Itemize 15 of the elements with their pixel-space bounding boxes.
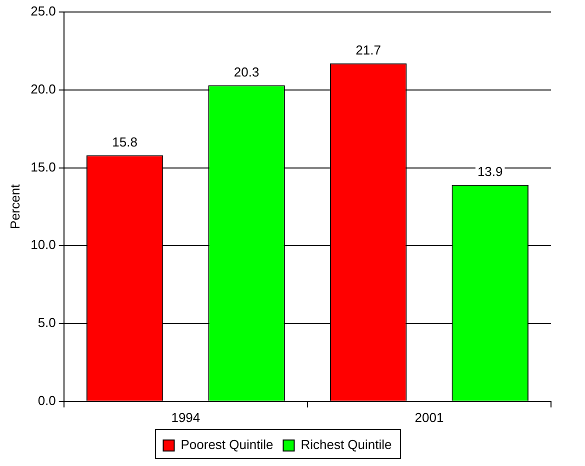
data-label: 15.8 <box>112 134 138 150</box>
y-axis-title: Percent <box>7 184 22 230</box>
y-tick-label: 25.0 <box>30 4 56 19</box>
data-label: 13.9 <box>477 164 503 179</box>
y-tick-label: 10.0 <box>30 237 56 252</box>
data-label: 21.7 <box>356 42 381 58</box>
y-tick-label: 5.0 <box>38 315 56 330</box>
x-tick-label: 2001 <box>414 410 444 425</box>
y-tick-label: 20.0 <box>30 81 56 96</box>
y-tick-label: 15.0 <box>30 159 56 174</box>
legend-label: Poorest Quintile <box>180 437 274 452</box>
y-tick-label: 0.0 <box>38 392 56 408</box>
legend-label: Richest Quintile <box>300 437 392 452</box>
data-label: 20.3 <box>234 64 260 80</box>
x-tick-label: 1994 <box>171 410 200 425</box>
